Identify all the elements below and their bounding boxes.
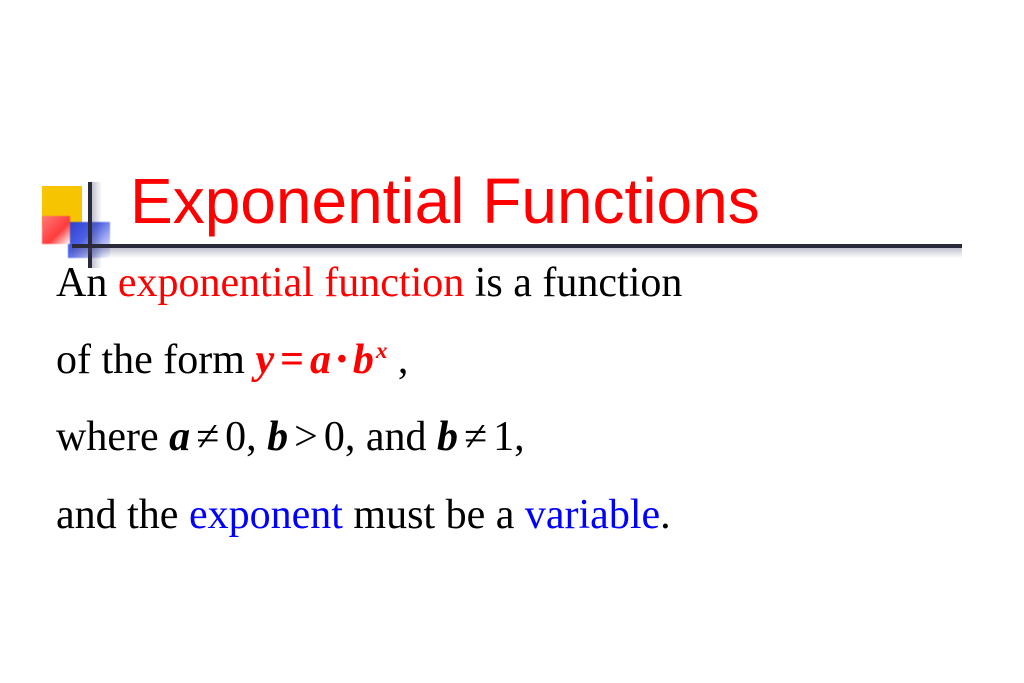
- term-exponent: exponent: [189, 492, 343, 538]
- var-y: y: [255, 337, 274, 383]
- text: ,: [387, 337, 408, 383]
- body-line-2: of the form y=a•bx ,: [56, 327, 976, 394]
- op-equals: =: [274, 337, 310, 383]
- text: and the: [56, 492, 189, 538]
- val-zero: 0,: [324, 414, 356, 460]
- var-b: b: [267, 414, 288, 460]
- text: .: [660, 492, 671, 538]
- val-one: 1,: [493, 414, 525, 460]
- term-exponential-function: exponential function: [118, 260, 464, 306]
- body-line-3: where a≠0, b>0, and b≠1,: [56, 404, 976, 471]
- body-line-4: and the exponent must be a variable.: [56, 482, 976, 549]
- op-neq: ≠: [190, 414, 225, 460]
- op-neq: ≠: [458, 414, 493, 460]
- text: of the form: [56, 337, 255, 383]
- formula-y-equals-a-b-x: y=a•bx: [255, 337, 387, 383]
- slide-body: An exponential function is a function of…: [56, 250, 976, 559]
- text: An: [56, 260, 118, 306]
- text: and: [355, 414, 437, 460]
- square-red: [42, 216, 70, 244]
- val-zero: 0,: [225, 414, 257, 460]
- text: is a function: [464, 260, 682, 306]
- var-b: b: [353, 337, 374, 383]
- body-line-1: An exponential function is a function: [56, 250, 976, 317]
- slide-title: Exponential Functions: [130, 164, 760, 238]
- op-gt: >: [288, 414, 324, 460]
- term-variable: variable: [525, 492, 660, 538]
- var-a: a: [169, 414, 190, 460]
- text: where: [56, 414, 169, 460]
- var-a: a: [310, 337, 331, 383]
- text: must be a: [343, 492, 525, 538]
- exponent-x: x: [374, 337, 388, 363]
- var-b: b: [437, 414, 458, 460]
